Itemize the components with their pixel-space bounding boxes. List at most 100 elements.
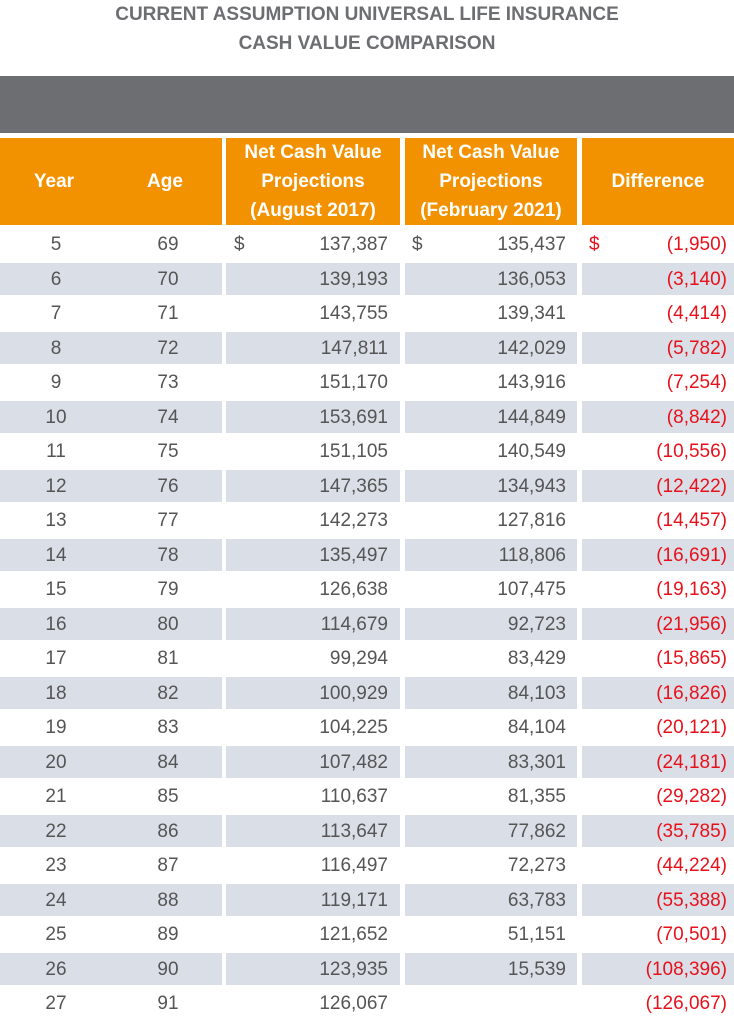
- age: 80: [157, 613, 179, 635]
- row-shade: [226, 676, 400, 709]
- column-header: Net Cash Value Projections (February 2021): [405, 138, 577, 225]
- aug-value: 147,365: [319, 475, 388, 497]
- row-shade: [0, 745, 222, 778]
- feb-value: 136,053: [497, 268, 566, 290]
- year: 23: [45, 855, 67, 876]
- row-shade: [0, 883, 222, 916]
- currency: $: [589, 234, 600, 255]
- age: 86: [157, 820, 179, 842]
- feb-value: 107,475: [497, 579, 566, 600]
- feb-value: 63,783: [507, 889, 566, 911]
- row-shade: [226, 607, 400, 640]
- header-line: (August 2017): [250, 200, 376, 221]
- column-header: Net Cash Value Projections (August 2017): [226, 138, 400, 225]
- year: 12: [45, 475, 67, 497]
- year: 10: [45, 406, 67, 428]
- age: 83: [157, 717, 179, 738]
- year: 14: [45, 544, 67, 566]
- feb-value: 72,273: [507, 855, 566, 876]
- row-shade: [582, 814, 734, 847]
- difference: (4,414): [666, 303, 727, 324]
- aug-value: 147,811: [320, 337, 388, 359]
- header-line: Net Cash Value: [244, 142, 382, 163]
- title-line: CURRENT ASSUMPTION UNIVERSAL LIFE INSURA…: [115, 4, 619, 25]
- row-shade: [582, 469, 734, 502]
- year: 9: [50, 372, 62, 393]
- row-shade: [0, 331, 222, 364]
- year: 15: [45, 579, 67, 600]
- row-shade: [405, 262, 577, 295]
- difference: (14,457): [656, 510, 727, 531]
- year: 5: [50, 234, 62, 255]
- aug-value: 126,638: [319, 579, 388, 600]
- column-header: Difference: [582, 138, 734, 225]
- row-shade: [226, 952, 400, 985]
- aug-value: 123,935: [319, 958, 388, 980]
- row-shade: [226, 469, 400, 502]
- aug-value: 113,647: [320, 820, 388, 842]
- difference: (5,782): [666, 337, 727, 359]
- row-shade: [0, 262, 222, 295]
- aug-value: 104,225: [319, 717, 388, 738]
- feb-value: 143,916: [497, 372, 566, 393]
- age: 88: [157, 889, 179, 911]
- row-shade: [405, 952, 577, 985]
- age: 90: [157, 958, 179, 980]
- row-shade: [405, 676, 577, 709]
- feb-value: 92,723: [507, 613, 566, 635]
- row-shade: [405, 814, 577, 847]
- header-line: Difference: [611, 171, 705, 192]
- header-line: Net Cash Value: [422, 142, 560, 163]
- age: 84: [157, 751, 179, 773]
- column-header: Year: [0, 138, 108, 225]
- row-shade: [582, 883, 734, 916]
- difference: (44,224): [656, 855, 727, 876]
- difference: (70,501): [656, 924, 727, 945]
- column-header: Age: [108, 138, 222, 225]
- aug-value: 153,691: [319, 406, 388, 428]
- row-shade: [582, 262, 734, 295]
- currency: $: [234, 234, 245, 255]
- difference: (35,785): [656, 820, 727, 842]
- feb-value: 135,437: [497, 234, 566, 255]
- header-line: Year: [33, 171, 75, 192]
- age: 79: [157, 579, 179, 600]
- aug-value: 100,929: [319, 682, 388, 704]
- difference: (29,282): [656, 786, 727, 807]
- row-shade: [405, 883, 577, 916]
- difference: (16,826): [656, 682, 727, 704]
- aug-value: 142,273: [319, 510, 388, 531]
- feb-value: 140,549: [497, 441, 566, 462]
- year: 13: [45, 510, 67, 531]
- row-shade: [226, 883, 400, 916]
- feb-value: 51,151: [507, 924, 566, 945]
- year: 22: [45, 820, 67, 842]
- row-shade: [405, 607, 577, 640]
- aug-value: 135,497: [319, 544, 388, 566]
- row-shade: [582, 745, 734, 778]
- row-shade: [226, 400, 400, 433]
- feb-value: 83,301: [507, 751, 566, 773]
- age: 91: [157, 993, 179, 1014]
- age: 78: [157, 544, 179, 566]
- difference: (7,254): [666, 372, 727, 393]
- year: 17: [45, 648, 67, 669]
- feb-value: 144,849: [497, 406, 566, 428]
- age: 82: [157, 682, 179, 704]
- difference: (16,691): [656, 544, 727, 566]
- row-shade: [582, 400, 734, 433]
- age: 76: [157, 475, 179, 497]
- row-shade: [582, 952, 734, 985]
- row-shade: [405, 745, 577, 778]
- difference: (19,163): [656, 579, 727, 600]
- difference: (15,865): [656, 648, 727, 669]
- year: 26: [45, 958, 67, 980]
- feb-value: 77,862: [507, 820, 566, 842]
- difference: (8,842): [666, 406, 727, 428]
- row-shade: [226, 331, 400, 364]
- aug-value: 126,067: [319, 993, 388, 1014]
- row-shade: [226, 814, 400, 847]
- header-line: Projections: [261, 171, 365, 192]
- aug-value: 116,497: [320, 855, 388, 876]
